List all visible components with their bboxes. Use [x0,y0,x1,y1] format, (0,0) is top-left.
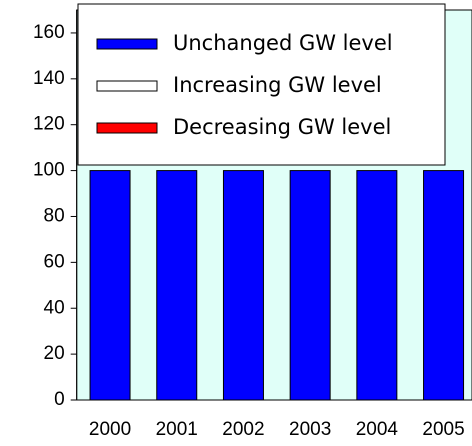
y-tick-label: 60 [44,251,65,272]
y-tick-label: 120 [33,114,65,135]
bar-segment [156,170,198,401]
bar-segment [222,170,264,401]
y-tick-label: 100 [33,160,65,181]
y-tick-label: 20 [44,343,65,364]
x-tick-label: 2000 [89,419,131,440]
legend: Unchanged GW level Increasing GW level Dec… [77,3,446,166]
legend-label: Unchanged GW level [173,31,393,55]
legend-label: Increasing GW level [173,73,382,97]
x-tick-label: 2002 [222,419,264,440]
legend-label: Decreasing GW level [173,115,391,139]
y-tick-label: 140 [33,68,65,89]
x-tick-label: 2003 [289,419,331,440]
x-tick-label: 2001 [156,419,198,440]
bar-segment [356,170,398,401]
bar-segment [289,170,331,401]
y-tick-label: 80 [44,205,65,226]
bar-segment [423,170,465,401]
legend-swatch [96,80,158,92]
x-tick-label: 2004 [356,419,399,440]
y-tick-label: 160 [33,22,65,43]
x-tick-label: 2005 [422,419,464,440]
legend-swatch [96,38,158,50]
legend-swatch [96,122,158,134]
bar-segment [89,170,131,401]
y-tick-label: 0 [54,389,65,410]
y-tick-label: 40 [44,297,65,318]
